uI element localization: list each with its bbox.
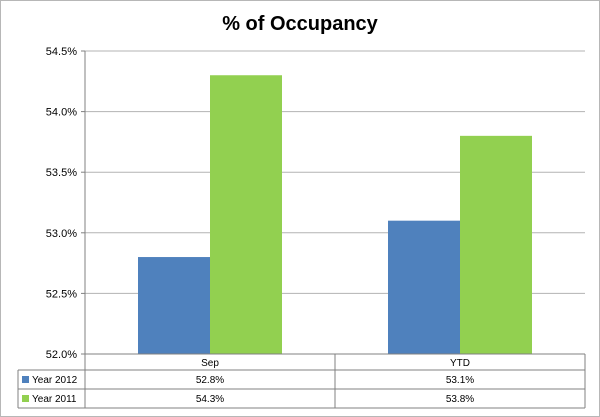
legend-label: Year 2011	[32, 394, 77, 405]
data-label: 52.8%	[196, 375, 224, 386]
legend-label: Year 2012	[32, 375, 78, 386]
data-table: Sep YTD Year 2012 52.8% 53.1% Year 2011 54.3% 5…	[17, 353, 586, 409]
y-tick-label: 54.5%	[46, 46, 77, 58]
y-tick-label: 52.0%	[46, 349, 77, 361]
legend-key	[22, 376, 29, 383]
bar-ytd-year-2012	[388, 220, 460, 354]
bar-ytd-year-2011	[460, 135, 532, 354]
y-tick-label: 53.5%	[46, 167, 77, 179]
y-tick-label: 54.0%	[46, 107, 77, 119]
data-label: 53.8%	[446, 394, 474, 405]
bars	[138, 75, 532, 355]
data-label: 53.1%	[446, 375, 474, 386]
chart-title: % of Occupancy	[222, 13, 378, 35]
data-label: 54.3%	[196, 394, 224, 405]
y-axis: 52.0% 52.5% 53.0% 53.5% 54.0% 54.5%	[46, 46, 86, 361]
category-label: Sep	[201, 358, 219, 369]
y-tick-label: 53.0%	[46, 228, 77, 240]
bar-sep-year-2011	[210, 75, 282, 355]
category-label: YTD	[450, 358, 470, 369]
bar-sep-year-2012	[138, 257, 210, 354]
legend-key	[22, 395, 29, 402]
y-tick-label: 52.5%	[46, 288, 77, 300]
